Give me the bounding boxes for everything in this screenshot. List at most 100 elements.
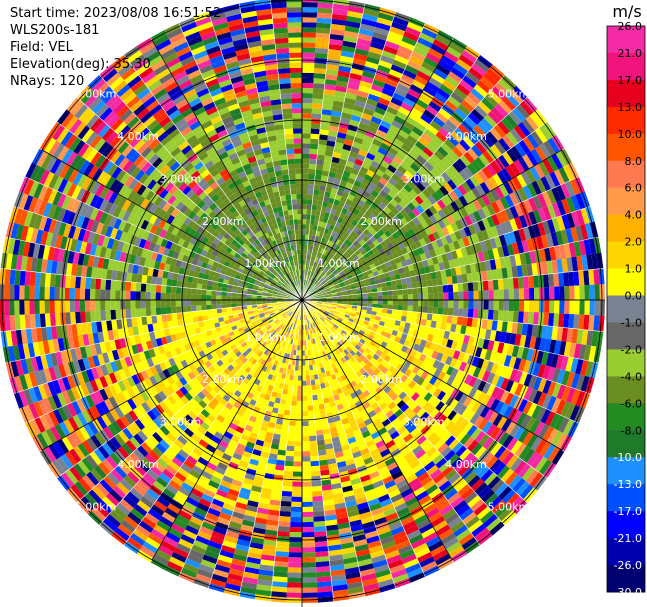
velocity-gate	[483, 72, 498, 87]
velocity-gate	[294, 446, 302, 452]
velocity-gate	[389, 26, 406, 36]
velocity-gate	[309, 435, 317, 442]
velocity-gate	[314, 541, 328, 548]
velocity-gate	[417, 136, 430, 147]
velocity-gate	[361, 112, 373, 121]
velocity-gate	[362, 8, 380, 18]
velocity-gate	[372, 31, 388, 41]
velocity-gate	[324, 250, 330, 257]
velocity-gate	[445, 356, 453, 366]
velocity-gate	[325, 277, 331, 283]
velocity-gate	[523, 386, 534, 401]
velocity-gate	[522, 360, 532, 374]
velocity-gate	[402, 239, 410, 248]
velocity-gate	[447, 179, 458, 191]
velocity-gate	[276, 541, 290, 548]
velocity-gate	[440, 269, 447, 278]
velocity-gate	[343, 186, 352, 194]
velocity-gate	[554, 300, 560, 314]
velocity-gate	[318, 264, 323, 270]
velocity-gate	[399, 320, 406, 328]
velocity-gate	[368, 165, 378, 174]
velocity-gate	[390, 160, 400, 170]
velocity-gate	[409, 189, 419, 199]
velocity-gate	[486, 215, 496, 228]
velocity-gate	[280, 495, 292, 502]
velocity-gate	[435, 131, 448, 143]
velocity-gate	[434, 164, 445, 175]
velocity-gate	[516, 265, 523, 278]
velocity-gate	[516, 241, 525, 254]
velocity-gate	[334, 273, 341, 278]
velocity-gate	[484, 93, 499, 108]
velocity-gate	[384, 317, 391, 324]
velocity-gate	[566, 387, 576, 404]
velocity-gate	[448, 164, 459, 177]
velocity-gate	[569, 178, 581, 196]
velocity-gate	[591, 330, 599, 347]
velocity-gate	[357, 187, 366, 196]
velocity-gate	[583, 239, 592, 255]
velocity-gate	[467, 254, 475, 265]
velocity-gate	[425, 272, 432, 281]
velocity-gate	[296, 405, 302, 412]
velocity-gate	[546, 395, 557, 411]
velocity-gate	[351, 246, 359, 253]
velocity-gate	[285, 399, 292, 406]
velocity-gate	[519, 334, 527, 348]
velocity-gate	[406, 134, 418, 145]
velocity-gate	[355, 258, 362, 265]
velocity-gate	[311, 485, 323, 492]
velocity-gate	[315, 210, 321, 217]
velocity-gate	[309, 445, 318, 452]
velocity-gate	[543, 312, 550, 326]
velocity-gate	[396, 220, 405, 229]
velocity-gate	[392, 300, 398, 306]
velocity-gate	[302, 168, 309, 174]
velocity-gate	[346, 129, 357, 137]
velocity-gate	[331, 18, 347, 26]
velocity-gate	[578, 344, 587, 360]
velocity-gate	[503, 300, 510, 311]
velocity-gate	[455, 248, 463, 259]
velocity-gate	[314, 419, 322, 426]
velocity-gate	[314, 273, 319, 279]
velocity-gate	[388, 68, 403, 79]
velocity-gate	[421, 280, 428, 288]
velocity-gate	[312, 278, 316, 284]
velocity-gate	[333, 199, 341, 206]
velocity-gate	[489, 160, 502, 174]
velocity-gate	[448, 331, 456, 341]
velocity-gate	[372, 79, 386, 88]
velocity-gate	[477, 219, 486, 232]
velocity-gate	[309, 265, 313, 272]
velocity-gate	[371, 246, 379, 254]
velocity-gate	[508, 231, 517, 244]
velocity-gate	[342, 143, 352, 152]
velocity-gate	[462, 282, 469, 292]
velocity-gate	[294, 441, 302, 447]
velocity-gate	[589, 300, 595, 316]
velocity-gate	[353, 180, 362, 188]
velocity-gate	[422, 306, 429, 314]
velocity-gate	[285, 455, 294, 462]
velocity-gate	[405, 334, 413, 342]
velocity-gate	[391, 309, 398, 316]
velocity-gate	[433, 300, 439, 308]
velocity-gate	[474, 141, 487, 154]
velocity-gate	[444, 168, 456, 180]
velocity-gate	[479, 181, 491, 194]
velocity-gate	[375, 151, 386, 161]
velocity-gate	[399, 272, 406, 280]
velocity-gate	[316, 17, 332, 24]
velocity-gate	[305, 234, 309, 240]
velocity-gate	[412, 225, 421, 235]
velocity-gate	[310, 455, 319, 462]
velocity-gate	[279, 505, 292, 512]
velocity-gate	[394, 273, 401, 281]
velocity-gate	[372, 323, 379, 329]
velocity-gate	[391, 251, 399, 259]
velocity-gate	[314, 280, 319, 285]
velocity-gate	[289, 415, 296, 422]
velocity-gate	[329, 33, 344, 41]
